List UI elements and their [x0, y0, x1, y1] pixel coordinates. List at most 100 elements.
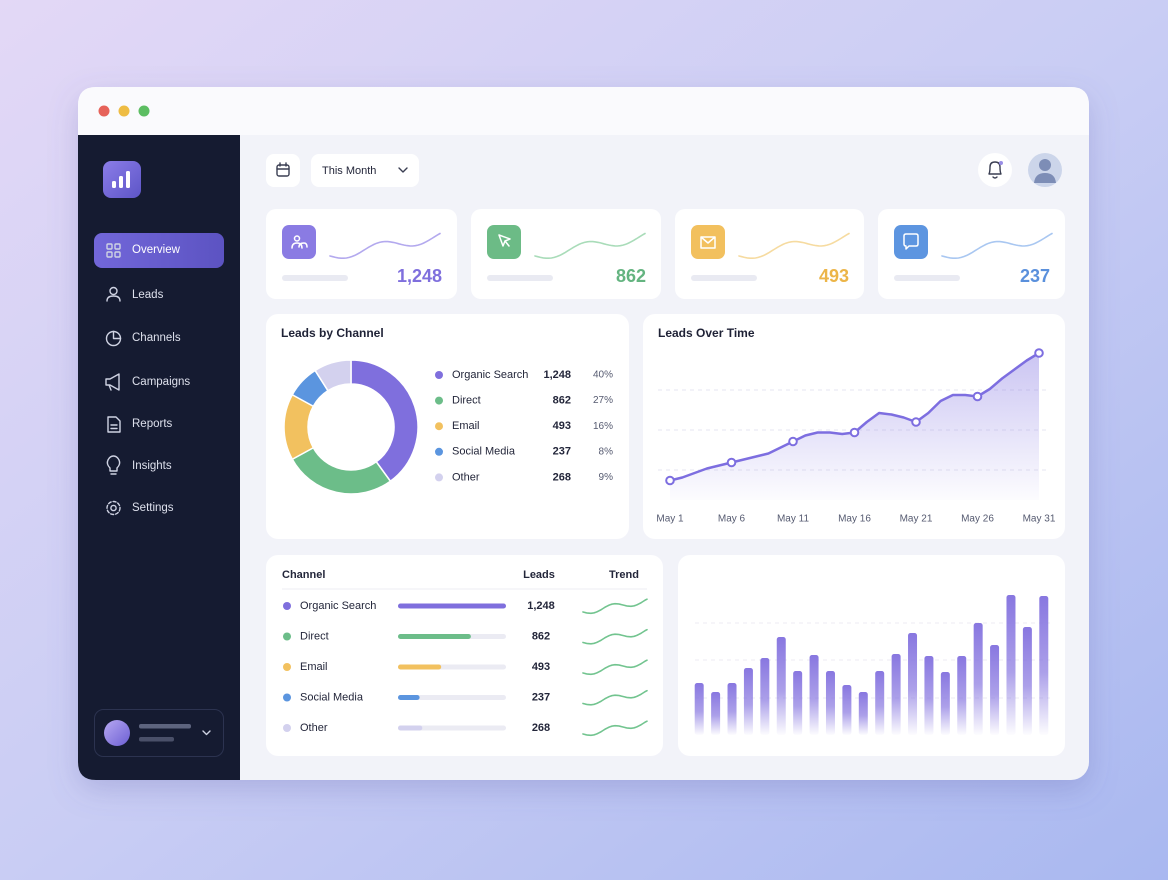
icon-part: [106, 243, 113, 250]
period-dropdown[interactable]: [311, 154, 419, 187]
donut-segment: [350, 359, 419, 483]
nav-item[interactable]: Insights: [132, 460, 172, 472]
kpi-placeholder: [894, 275, 960, 281]
legend-label: Email: [452, 420, 480, 432]
bar: [875, 671, 885, 735]
calendar-button[interactable]: [266, 154, 300, 187]
reports-icon: [107, 416, 121, 433]
notification-dot: [999, 161, 1003, 165]
nav-item[interactable]: Leads: [132, 289, 164, 301]
bar-chart-card: [678, 555, 1065, 756]
profile-placeholder: [139, 724, 191, 729]
nav-item[interactable]: Settings: [132, 502, 174, 514]
nav-item[interactable]: Reports: [132, 418, 173, 430]
table-channel: Social Media: [300, 691, 364, 703]
icon-part: [110, 504, 117, 512]
table-bar: [398, 725, 423, 731]
kpi-icon: [894, 225, 928, 259]
minimize-button[interactable]: [118, 105, 130, 117]
table-bar-track: [398, 725, 506, 731]
bar: [743, 668, 753, 735]
legend-swatch: [435, 422, 443, 431]
sparkline: [534, 232, 646, 259]
icon-part: [276, 162, 290, 170]
legend-label: Social Media: [452, 446, 516, 458]
legend-count: 493: [553, 420, 571, 432]
icon-part: [498, 234, 511, 247]
logo-bar: [112, 181, 116, 188]
settings-icon: [106, 500, 121, 516]
table-swatch: [283, 663, 291, 671]
bar: [825, 671, 835, 735]
bar: [940, 672, 950, 735]
nav-item[interactable]: Campaigns: [132, 376, 190, 388]
x-tick-label: May 16: [838, 514, 871, 525]
table-bar: [398, 634, 471, 639]
x-tick-label: May 6: [718, 514, 746, 525]
nav-item[interactable]: Channels: [132, 332, 181, 344]
bar: [760, 658, 770, 735]
nav-active-background[interactable]: [94, 233, 224, 268]
x-tick-label: May 31: [1023, 514, 1056, 525]
bell-icon: [988, 161, 1002, 179]
bar: [891, 654, 901, 735]
maximize-button[interactable]: [138, 105, 150, 117]
table-leads: 1,248: [527, 600, 555, 612]
icon-part: [106, 455, 121, 475]
legend-label: Direct: [452, 395, 481, 407]
bar: [694, 683, 704, 735]
avatar-head: [1039, 159, 1051, 171]
channel-table-card: [266, 555, 663, 756]
table-header: Leads: [523, 569, 555, 581]
icon-part: [700, 236, 716, 249]
logo-bar: [119, 176, 123, 188]
profile-card[interactable]: [94, 709, 224, 757]
sparkline: [582, 598, 648, 615]
table-bar: [398, 664, 442, 670]
table-channel: Direct: [300, 630, 329, 642]
sparkline: [582, 689, 648, 706]
notifications-button[interactable]: [978, 153, 1012, 187]
close-button[interactable]: [98, 105, 110, 117]
legend-count: 862: [553, 395, 571, 407]
table-bar: [398, 695, 420, 700]
title-bar: [78, 87, 1089, 135]
marker: [849, 427, 860, 438]
sparkline: [582, 720, 648, 737]
legend-share: 16%: [593, 421, 613, 432]
avatar-body: [1034, 173, 1056, 183]
legend-share: 27%: [593, 395, 613, 406]
sparkline: [738, 232, 850, 259]
table-header: Channel: [282, 569, 325, 581]
legend-count: 237: [553, 446, 571, 458]
legend-swatch: [435, 447, 443, 456]
table-leads: 268: [532, 722, 550, 734]
icon-part: [107, 416, 121, 433]
table-leads: 862: [532, 630, 550, 642]
legend-swatch: [435, 396, 443, 405]
nav-item[interactable]: Overview: [132, 244, 181, 256]
legend-share: 9%: [599, 472, 614, 483]
bar: [842, 685, 852, 735]
bar: [908, 633, 918, 735]
marker: [726, 457, 737, 468]
table-channel: Other: [300, 722, 328, 734]
marker: [788, 436, 798, 447]
sidebar: [78, 135, 240, 780]
bar: [1039, 596, 1049, 735]
nav-icons: [105, 243, 122, 516]
marker: [1034, 348, 1044, 358]
overview-icon: [106, 243, 121, 258]
bar: [793, 671, 803, 735]
x-tick-label: May 26: [961, 514, 994, 525]
legend-count: 268: [553, 471, 571, 483]
campaigns-icon: [105, 373, 120, 391]
legend-share: 8%: [599, 446, 614, 457]
chart-title: Leads Over Time: [658, 326, 755, 340]
table-channel: Email: [300, 661, 328, 673]
kpi-value: 493: [819, 266, 849, 286]
table-bar-track: [398, 695, 506, 700]
kpi-value: 237: [1020, 266, 1050, 286]
